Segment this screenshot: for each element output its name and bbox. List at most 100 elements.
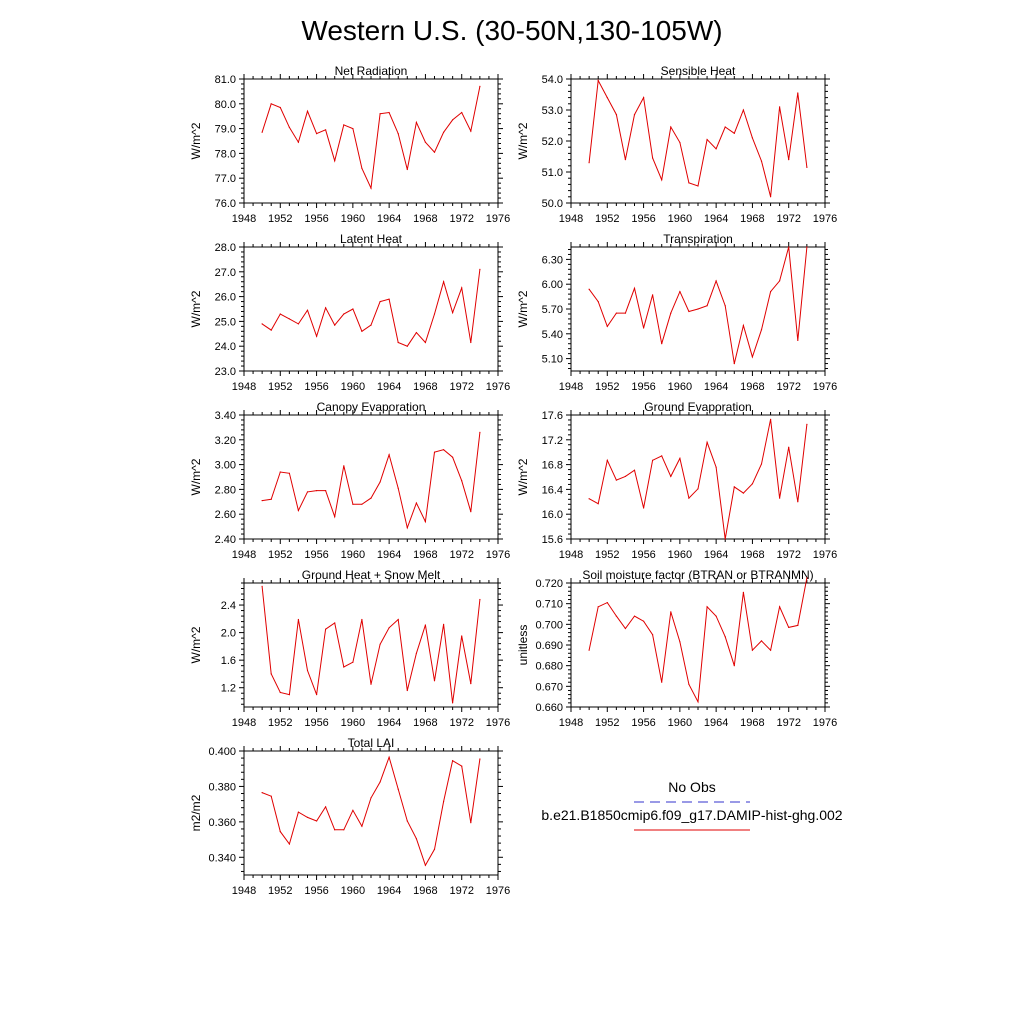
data-point [361, 330, 363, 332]
data-point [361, 503, 363, 505]
data-point [361, 167, 363, 169]
data-point [588, 288, 590, 290]
data-point [452, 119, 454, 121]
data-point [270, 329, 272, 331]
data-point [370, 797, 372, 799]
data-point [643, 507, 645, 509]
y-axis-label: W/m^2 [516, 290, 530, 327]
y-tick-label: 81.0 [215, 74, 236, 86]
panel-title: Total LAI [348, 736, 395, 750]
x-tick-label: 1976 [813, 381, 837, 393]
data-point [779, 280, 781, 282]
data-point [415, 121, 417, 123]
data-point [479, 268, 481, 270]
data-point [424, 624, 426, 626]
data-point [397, 341, 399, 344]
data-point [261, 500, 263, 502]
series-line-1 [261, 586, 481, 703]
chart-panel-5: Canopy Evaporation W/m^2 1948 1952 1956 1960 1… [189, 400, 510, 561]
series-line-1 [588, 246, 808, 364]
x-tick-label: 1960 [341, 213, 365, 225]
data-point [760, 329, 763, 331]
y-tick-label: 25.0 [215, 316, 236, 328]
data-point [615, 114, 618, 116]
chart-panel-3: Latent Heat W/m^2 1948 1952 1956 1960 1964 1968… [189, 232, 510, 393]
y-tick-label: 16.0 [542, 509, 563, 521]
data-point [424, 864, 426, 866]
y-axis-label: W/m^2 [189, 626, 203, 663]
series-line-1 [261, 755, 481, 867]
data-point [643, 620, 645, 622]
data-point [588, 498, 590, 500]
plot-frame [243, 750, 499, 876]
plot-frame [570, 414, 826, 540]
series-line-1 [588, 577, 808, 704]
data-point [688, 497, 690, 499]
data-point [279, 106, 281, 109]
x-tick-label: 1952 [595, 381, 619, 393]
x-tick-label: 1972 [449, 213, 473, 225]
data-point [615, 479, 618, 481]
data-point [652, 459, 654, 461]
x-tick-label: 1960 [341, 717, 365, 729]
data-point [643, 97, 645, 99]
y-tick-label: 3.40 [215, 410, 236, 422]
data-point [325, 806, 327, 808]
data-point [406, 527, 408, 529]
y-tick-label: 2.60 [215, 509, 236, 521]
data-point [733, 665, 735, 667]
data-point [352, 661, 354, 663]
x-tick-label: 1952 [595, 717, 619, 729]
y-tick-label: 0.660 [535, 702, 563, 714]
y-tick-label: 6.00 [542, 279, 563, 291]
data-point [697, 308, 699, 310]
x-tick-label: 1972 [776, 549, 800, 561]
data-point [779, 497, 781, 499]
data-point [788, 446, 790, 448]
x-tick-label: 1976 [813, 717, 837, 729]
data-point [697, 488, 699, 490]
data-point [715, 615, 717, 617]
data-point [661, 179, 663, 181]
data-point [379, 113, 381, 115]
legend-model-label: b.e21.B1850cmip6.f09_g17.DAMIP-hist-ghg.… [541, 807, 842, 823]
chart-panel-1: Net Radiation W/m^2 1948 1952 1956 1960 1964 19… [189, 64, 510, 225]
data-point [679, 641, 681, 643]
data-point [334, 324, 336, 326]
chart-panel-8: Soil moisture factor (BTRAN or BTRANMN) u… [516, 568, 837, 729]
x-tick-label: 1968 [413, 549, 437, 561]
y-tick-label: 77.0 [215, 173, 236, 185]
data-point [788, 159, 790, 161]
y-tick-label: 26.0 [215, 292, 236, 304]
panel-title: Canopy Evaporation [317, 400, 426, 414]
y-tick-label: 5.70 [542, 304, 563, 316]
y-tick-label: 0.680 [535, 661, 563, 673]
data-point [443, 800, 445, 803]
data-point [352, 809, 354, 811]
chart-panel-7: Ground Heat + Snow Melt W/m^2 1948 1952 1956… [189, 568, 510, 729]
y-tick-label: 3.00 [215, 460, 236, 472]
y-tick-label: 0.340 [208, 852, 236, 864]
x-tick-label: 1976 [486, 549, 510, 561]
data-point [633, 287, 636, 289]
data-point [606, 325, 608, 327]
y-tick-label: 78.0 [215, 148, 236, 160]
data-point [597, 79, 599, 82]
chart-panel-9: Total LAI m2/m2 1948 1952 1956 1960 1964 1968 19… [189, 736, 510, 897]
x-tick-label: 1976 [486, 213, 510, 225]
x-tick-label: 1952 [595, 213, 619, 225]
data-point [388, 756, 390, 758]
x-tick-label: 1972 [776, 717, 800, 729]
y-tick-label: 2.40 [215, 534, 236, 546]
data-point [742, 492, 745, 494]
data-point [715, 148, 717, 150]
data-point [470, 511, 472, 513]
y-axis-label: W/m^2 [516, 458, 530, 495]
data-point [479, 431, 481, 433]
data-point [479, 758, 481, 760]
y-tick-label: 52.0 [542, 136, 563, 148]
data-point [751, 137, 754, 139]
data-point [615, 312, 618, 314]
data-point [643, 327, 645, 329]
